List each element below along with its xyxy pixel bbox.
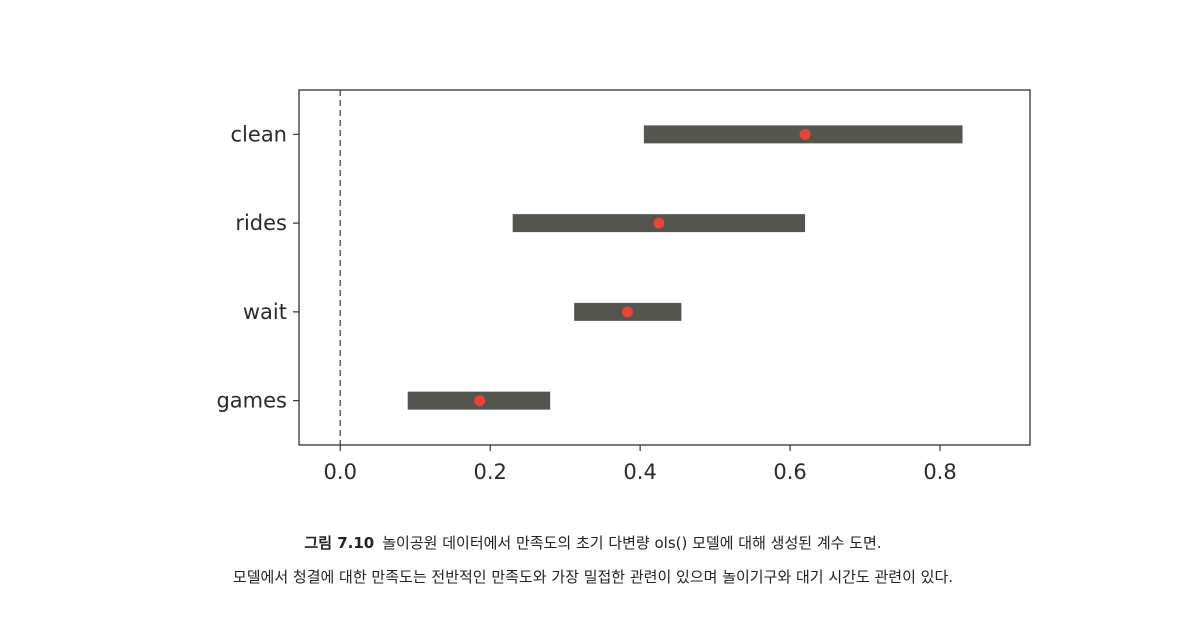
y-tick-label-rides: rides: [235, 211, 287, 235]
plot-marks: [339, 90, 963, 445]
figure-caption-line2: 모델에서 청결에 대한 만족도는 전반적인 만족도와 가장 밀접한 관련이 있으…: [232, 568, 954, 586]
estimate-point-games: [474, 395, 486, 407]
y-tick-label-games: games: [216, 389, 287, 413]
y-tick-label-wait: wait: [243, 300, 287, 324]
coefficient-plot: clean rides wait games 0.0 0.2 0.4 0.6 0.8: [216, 89, 1031, 484]
estimate-point-clean: [799, 128, 811, 140]
x-tick-label-1: 0.2: [473, 460, 506, 484]
x-tick-label-2: 0.4: [623, 460, 656, 484]
plot-frame: [298, 89, 1031, 446]
estimate-point-wait: [621, 306, 633, 318]
y-tick-label-clean: clean: [231, 122, 287, 146]
x-tick-label-3: 0.6: [773, 460, 806, 484]
x-tick-label-0: 0.0: [324, 460, 357, 484]
caption-text-1: 놀이공원 데이터에서 만족도의 초기 다변량 ols() 모델에 대해 생성된 …: [382, 534, 882, 552]
figure-caption-line1: 그림 7.10 놀이공원 데이터에서 만족도의 초기 다변량 ols() 모델에 …: [0, 532, 1186, 553]
estimate-point-rides: [653, 217, 665, 229]
axes: clean rides wait games 0.0 0.2 0.4 0.6 0.8: [216, 122, 956, 484]
figure-label: 그림 7.10: [304, 534, 375, 552]
x-tick-label-4: 0.8: [923, 460, 956, 484]
